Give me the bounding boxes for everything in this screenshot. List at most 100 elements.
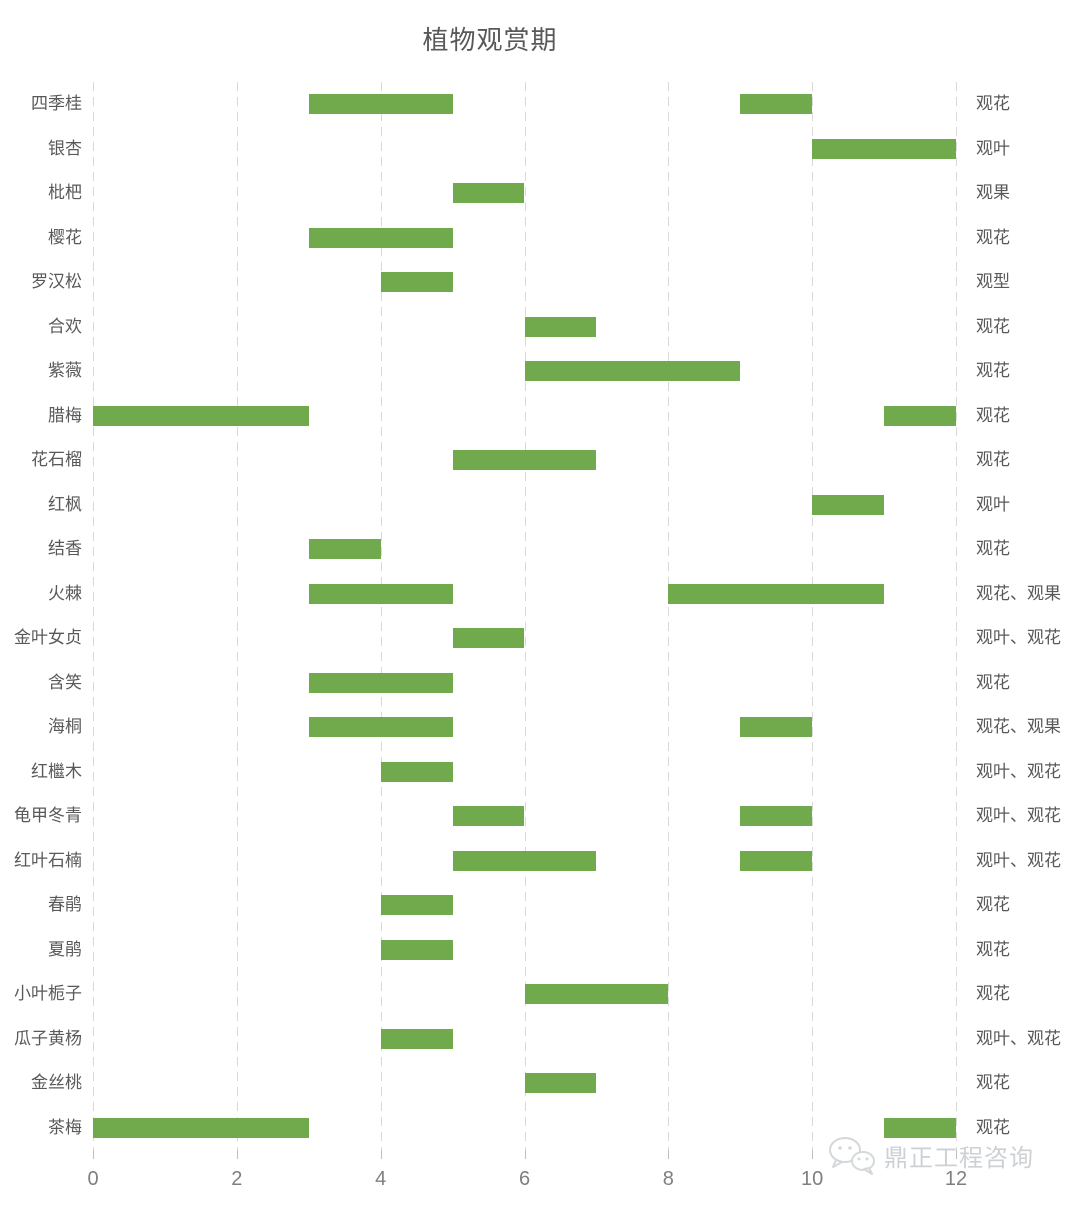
note-label-瓜子黄杨: 观叶、观花	[976, 1028, 1061, 1048]
row-label-紫薇: 紫薇	[48, 361, 82, 381]
x-tick-label-6: 6	[518, 1168, 531, 1190]
note-label-金丝桃: 观花	[976, 1073, 1010, 1093]
gridline-x-0	[93, 82, 94, 1150]
bar-龟甲冬青-2	[740, 806, 813, 827]
watermark-text: 鼎正工程咨询	[884, 1144, 1034, 1172]
x-tick-label-2: 2	[231, 1168, 243, 1190]
x-axis-tick-2	[236, 1150, 238, 1159]
bar-花石榴-1	[452, 450, 597, 471]
note-label-海桐: 观花、观果	[976, 717, 1061, 737]
row-label-银杏: 银杏	[48, 138, 82, 158]
note-label-红檵木: 观叶、观花	[976, 761, 1061, 781]
note-label-火棘: 观花、观果	[976, 583, 1061, 603]
note-label-小叶栀子: 观花	[976, 984, 1010, 1004]
row-label-樱花: 樱花	[48, 227, 82, 247]
bar-龟甲冬青-1	[452, 806, 525, 827]
bar-四季桂-2	[740, 94, 813, 115]
bar-红叶石楠-2	[740, 850, 813, 871]
bar-腊梅-2	[884, 405, 956, 426]
note-label-枇杷: 观果	[976, 183, 1010, 203]
note-label-银杏: 观叶	[976, 138, 1010, 158]
row-label-金丝桃: 金丝桃	[31, 1073, 82, 1093]
gridline-x-8	[668, 82, 670, 1150]
note-label-金叶女贞: 观叶、观花	[976, 628, 1061, 648]
bar-金叶女贞-1	[452, 628, 525, 649]
note-label-樱花: 观花	[976, 227, 1010, 247]
bar-海桐-1	[308, 717, 453, 738]
note-label-结香: 观花	[976, 539, 1010, 559]
note-label-四季桂: 观花	[976, 94, 1010, 114]
bar-茶梅-1	[93, 1117, 309, 1138]
x-axis-tick-8	[668, 1150, 670, 1159]
x-tick-label-12: 12	[944, 1168, 968, 1190]
row-label-罗汉松: 罗汉松	[31, 272, 82, 292]
row-label-夏鹃: 夏鹃	[48, 939, 82, 959]
gridline-x-6	[524, 82, 526, 1150]
bar-海桐-2	[740, 717, 813, 738]
gridline-x-10	[812, 82, 814, 1150]
row-label-茶梅: 茶梅	[48, 1117, 82, 1137]
gridline-x-4	[380, 82, 382, 1150]
row-label-春鹃: 春鹃	[48, 895, 82, 915]
bar-枇杷-1	[452, 183, 525, 204]
row-label-红檵木: 红檵木	[31, 761, 82, 781]
bar-火棘-2	[668, 583, 885, 604]
row-label-金叶女贞: 金叶女贞	[14, 628, 82, 648]
note-label-腊梅: 观花	[976, 405, 1010, 425]
row-label-结香: 结香	[48, 539, 82, 559]
bar-合欢-1	[524, 316, 597, 337]
row-label-花石榴: 花石榴	[31, 450, 82, 470]
bar-红檵木-1	[380, 761, 453, 782]
bar-夏鹃-1	[380, 939, 453, 960]
bar-四季桂-1	[308, 94, 453, 115]
note-label-红叶石楠: 观叶、观花	[976, 850, 1061, 870]
x-tick-label-8: 8	[662, 1168, 674, 1190]
row-label-含笑: 含笑	[48, 672, 82, 692]
x-axis-tick-6	[524, 1150, 526, 1159]
x-tick-label-10: 10	[801, 1168, 824, 1190]
watermark: 鼎正工程咨询	[826, 1134, 1034, 1176]
chart-title: 植物观赏期	[422, 25, 558, 55]
note-label-罗汉松: 观型	[976, 272, 1010, 292]
bar-结香-1	[308, 539, 381, 560]
bar-小叶栀子-1	[524, 984, 669, 1005]
bar-紫薇-1	[524, 361, 741, 382]
note-label-茶梅: 观花	[976, 1117, 1010, 1137]
bar-罗汉松-1	[380, 272, 453, 293]
bar-火棘-1	[308, 583, 453, 604]
bar-茶梅-2	[884, 1117, 956, 1138]
row-label-腊梅: 腊梅	[48, 405, 82, 425]
row-label-海桐: 海桐	[48, 717, 82, 737]
row-label-龟甲冬青: 龟甲冬青	[14, 806, 82, 826]
note-label-紫薇: 观花	[976, 361, 1010, 381]
bar-含笑-1	[308, 672, 453, 693]
bar-樱花-1	[308, 227, 453, 248]
x-tick-label-4: 4	[375, 1168, 387, 1190]
note-label-龟甲冬青: 观叶、观花	[976, 806, 1061, 826]
row-label-四季桂: 四季桂	[31, 94, 82, 114]
note-label-花石榴: 观花	[976, 450, 1010, 470]
bar-银杏-1	[812, 138, 956, 159]
gridline-x-12	[956, 82, 957, 1150]
row-label-合欢: 合欢	[48, 316, 82, 336]
bar-瓜子黄杨-1	[380, 1028, 453, 1049]
wechat-logo-icon	[829, 1137, 875, 1175]
note-label-红枫: 观叶	[976, 494, 1010, 514]
bar-红枫-1	[812, 494, 885, 515]
note-label-含笑: 观花	[976, 672, 1010, 692]
row-label-瓜子黄杨: 瓜子黄杨	[14, 1028, 82, 1048]
note-label-合欢: 观花	[976, 316, 1010, 336]
bar-春鹃-1	[380, 895, 453, 916]
x-axis-tick-0	[93, 1150, 94, 1159]
row-label-红枫: 红枫	[48, 494, 82, 514]
bar-金丝桃-1	[524, 1073, 597, 1094]
bar-红叶石楠-1	[452, 850, 597, 871]
bar-腊梅-1	[93, 405, 309, 426]
note-label-夏鹃: 观花	[976, 939, 1010, 959]
x-tick-label-0: 0	[87, 1168, 99, 1190]
row-label-红叶石楠: 红叶石楠	[14, 850, 82, 870]
row-label-枇杷: 枇杷	[48, 183, 82, 203]
note-label-春鹃: 观花	[976, 895, 1010, 915]
x-axis-tick-10	[812, 1150, 814, 1159]
